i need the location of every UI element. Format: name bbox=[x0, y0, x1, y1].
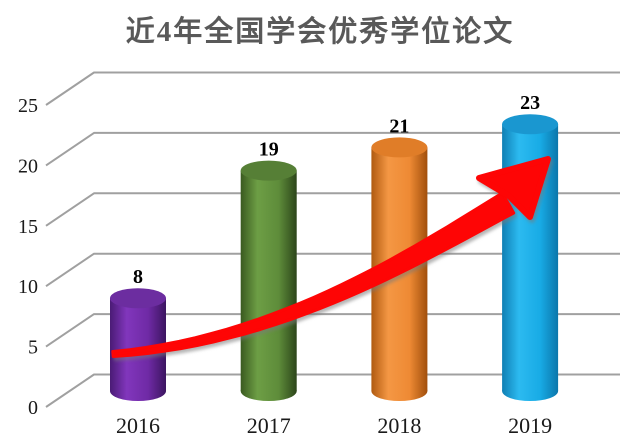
y-tick-label-10: 10 bbox=[18, 276, 38, 298]
y-tick-label-15: 15 bbox=[18, 216, 38, 238]
value-label-2017: 19 bbox=[259, 139, 279, 161]
x-tick-label-2017: 2017 bbox=[247, 413, 291, 438]
gridlines bbox=[45, 71, 620, 408]
x-tick-label-2016: 2016 bbox=[116, 413, 160, 438]
bars bbox=[110, 114, 559, 401]
gridline-25 bbox=[45, 71, 620, 106]
y-tick-label-25: 25 bbox=[18, 95, 38, 117]
y-tick-label-20: 20 bbox=[18, 155, 38, 177]
cylinder-lid bbox=[110, 288, 166, 309]
gridline-0 bbox=[45, 373, 620, 408]
x-tick-label-2019: 2019 bbox=[508, 413, 552, 438]
value-label-2019: 23 bbox=[520, 92, 540, 114]
gridline-15 bbox=[45, 192, 620, 227]
gridline-10 bbox=[45, 252, 620, 288]
axis-labels: 0 5 10 15 20 25 8 2016 19 2017 21 2018 23 2019 bbox=[18, 92, 552, 438]
y-tick-label-0: 0 bbox=[28, 397, 38, 419]
cylinder-lid bbox=[240, 160, 297, 181]
cylinder-2017 bbox=[240, 160, 297, 401]
value-label-2016: 8 bbox=[133, 266, 143, 288]
trend-arrow bbox=[111, 156, 551, 358]
value-label-2018: 21 bbox=[389, 115, 409, 137]
trend-arrow-shaft bbox=[111, 191, 516, 358]
gridline-20 bbox=[45, 131, 620, 167]
cylinder-lid bbox=[502, 114, 559, 135]
chart-title: 近4年全国学会优秀学位论文 bbox=[125, 16, 515, 48]
y-tick-label-5: 5 bbox=[28, 337, 38, 359]
cylinder-lid bbox=[371, 137, 428, 158]
gridline-5 bbox=[45, 313, 620, 348]
trend-arrow-head bbox=[476, 156, 551, 220]
x-tick-label-2018: 2018 bbox=[377, 413, 421, 438]
